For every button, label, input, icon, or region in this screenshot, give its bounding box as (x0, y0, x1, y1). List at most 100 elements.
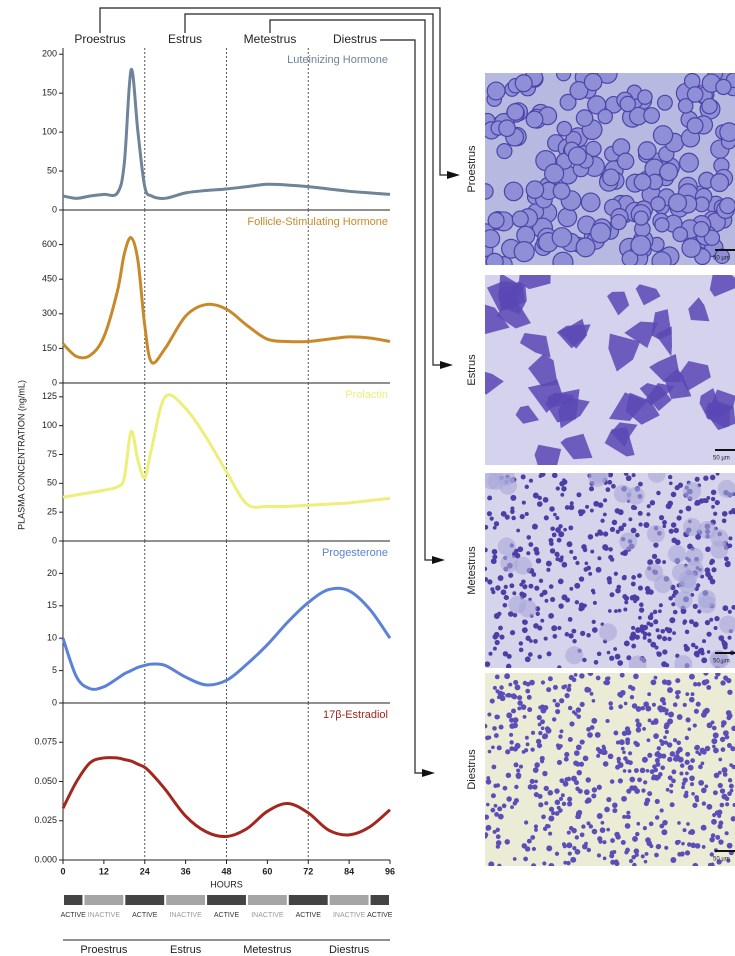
cell (626, 810, 631, 815)
cell (517, 546, 524, 553)
cell (721, 518, 727, 524)
cell (608, 333, 641, 372)
y-tick-label: 0.025 (34, 815, 57, 825)
cell (518, 641, 523, 646)
cell (488, 861, 495, 866)
cell (523, 856, 528, 862)
cell (537, 722, 542, 727)
cell (517, 700, 523, 706)
cell (686, 822, 690, 826)
cell (575, 560, 580, 566)
cell (659, 823, 665, 829)
cell (663, 735, 667, 740)
cell (693, 650, 700, 657)
cell (720, 680, 726, 686)
cell (521, 500, 526, 505)
cell (613, 730, 619, 736)
cell (485, 547, 488, 553)
cell (610, 859, 616, 865)
cell (506, 712, 513, 719)
cell (540, 707, 547, 714)
cell (500, 510, 507, 517)
cell (498, 119, 516, 138)
cell (732, 802, 735, 807)
cell (586, 727, 591, 732)
cell (672, 226, 689, 243)
cell (587, 732, 593, 738)
cell (701, 845, 706, 849)
cell (538, 730, 543, 736)
cell (513, 679, 519, 685)
cell (623, 640, 630, 647)
cell (548, 863, 555, 866)
cell (681, 785, 685, 790)
cell (485, 826, 490, 831)
cell (624, 321, 659, 348)
cell (602, 512, 607, 517)
cell (630, 631, 637, 638)
cell (683, 643, 688, 649)
cell (633, 173, 652, 191)
cell (524, 656, 531, 663)
cell (623, 595, 630, 601)
cell (561, 842, 566, 847)
activity-box (207, 895, 246, 905)
cell (520, 474, 526, 480)
cell (561, 561, 568, 568)
cell (566, 860, 571, 866)
cell (623, 701, 628, 706)
cell (509, 732, 514, 737)
bracket (99, 7, 447, 176)
cell (542, 733, 549, 740)
cell (540, 680, 546, 685)
cell (556, 120, 573, 137)
cell (486, 776, 491, 780)
cell (646, 504, 651, 509)
cell (684, 850, 691, 856)
cell (572, 639, 577, 644)
cell (485, 814, 490, 820)
cell (560, 492, 565, 497)
cell (671, 769, 677, 775)
cell (712, 790, 718, 796)
cell (620, 746, 625, 751)
cell (629, 776, 636, 783)
cell (549, 541, 554, 547)
cell (678, 360, 711, 391)
cell (638, 522, 643, 527)
stage-label: Estrus (170, 944, 202, 956)
cell (624, 600, 629, 605)
cell (551, 532, 557, 538)
cell (651, 251, 672, 265)
cell (518, 764, 524, 769)
cell (556, 537, 562, 543)
cell (717, 782, 723, 789)
stage-label: Diestrus (329, 944, 370, 956)
cell (560, 793, 565, 798)
cell (568, 633, 574, 639)
cell (532, 767, 539, 773)
cell (726, 678, 732, 684)
cell (655, 628, 660, 633)
cell (715, 78, 732, 96)
cell (643, 107, 661, 124)
cell (485, 566, 488, 571)
cell (593, 659, 599, 665)
cell (519, 513, 525, 520)
cell (697, 752, 702, 756)
cell (618, 739, 625, 746)
cell (690, 842, 697, 849)
cell (614, 831, 620, 838)
cell (646, 525, 665, 544)
cell (688, 673, 695, 680)
panel-title: 17β-Estradiol (323, 709, 388, 721)
cell (567, 705, 573, 711)
cell (564, 693, 570, 699)
cell (498, 476, 517, 495)
cell (646, 738, 651, 743)
cell (658, 609, 662, 614)
cell (487, 712, 492, 717)
cell (504, 673, 511, 680)
cell (531, 523, 538, 530)
